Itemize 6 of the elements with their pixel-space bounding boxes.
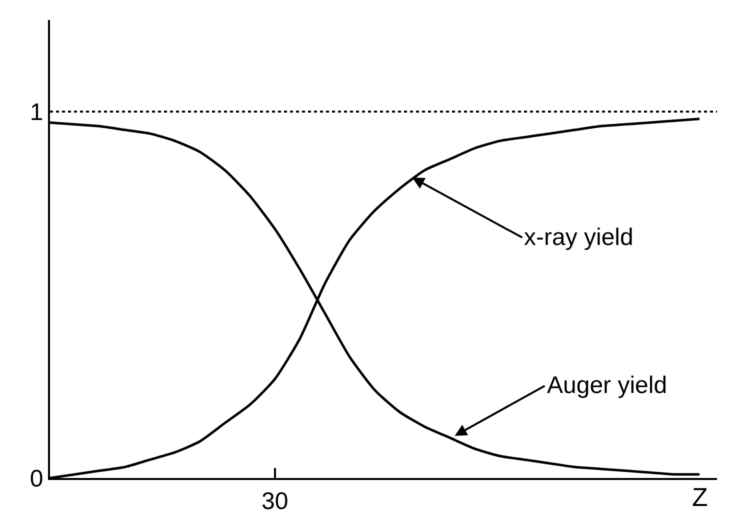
annotation: x-ray yield <box>524 224 634 251</box>
y-tick-label: 1 <box>30 99 44 126</box>
x-axis-title: Z <box>692 482 708 512</box>
y-tick-label: 0 <box>30 465 44 492</box>
x-tick-label: 30 <box>261 488 288 515</box>
annotation: Auger yield <box>547 372 668 399</box>
